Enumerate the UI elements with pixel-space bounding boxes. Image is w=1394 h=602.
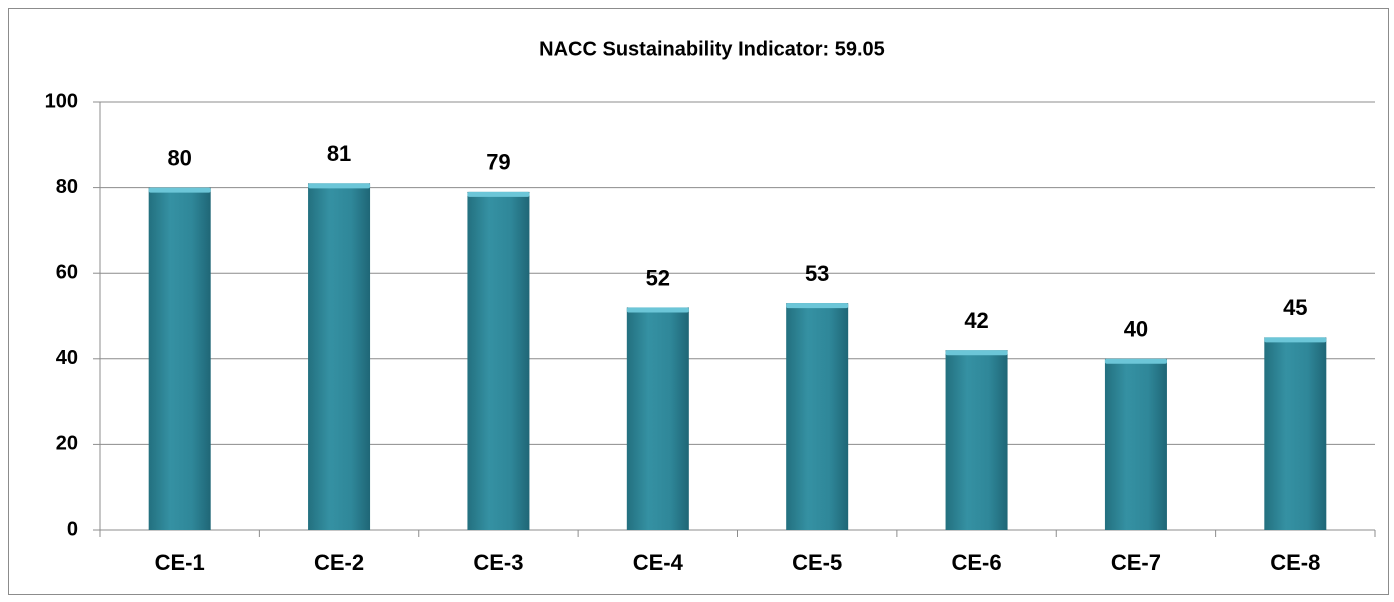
bar-cap xyxy=(467,191,530,197)
x-tick-label: CE-7 xyxy=(1111,550,1161,575)
x-tick-label: CE-2 xyxy=(314,550,364,575)
bar-cap xyxy=(1104,358,1167,364)
y-tick-label: 60 xyxy=(56,261,78,283)
bar-cap xyxy=(1264,337,1327,343)
data-label: 81 xyxy=(327,141,351,166)
y-tick-label: 40 xyxy=(56,347,78,369)
bar xyxy=(308,183,371,530)
data-label: 79 xyxy=(486,150,510,175)
y-tick-label: 20 xyxy=(56,433,78,455)
bar xyxy=(1104,358,1167,530)
y-tick-label: 80 xyxy=(56,176,78,198)
y-tick-label: 100 xyxy=(45,90,78,112)
y-tick-label: 0 xyxy=(67,518,78,540)
x-tick-label: CE-4 xyxy=(633,550,684,575)
bar-cap xyxy=(148,187,211,193)
data-label: 45 xyxy=(1283,295,1307,320)
bar xyxy=(148,187,211,530)
bar-cap xyxy=(786,303,849,309)
bar xyxy=(467,191,530,530)
bar xyxy=(945,350,1008,530)
bar-cap xyxy=(308,183,371,189)
bar xyxy=(786,303,849,530)
chart-border xyxy=(8,8,1389,595)
data-label: 80 xyxy=(167,145,191,170)
bar xyxy=(1264,337,1327,530)
data-label: 42 xyxy=(964,308,988,333)
bar-cap xyxy=(945,350,1008,356)
x-tick-label: CE-6 xyxy=(952,550,1002,575)
bar-cap xyxy=(626,307,689,313)
chart-title: NACC Sustainability Indicator: 59.05 xyxy=(539,38,885,60)
data-label: 52 xyxy=(646,265,670,290)
data-label: 53 xyxy=(805,261,829,286)
x-tick-label: CE-3 xyxy=(473,550,523,575)
bar xyxy=(626,307,689,530)
x-tick-label: CE-8 xyxy=(1270,550,1320,575)
data-label: 40 xyxy=(1124,317,1148,342)
x-tick-label: CE-5 xyxy=(792,550,842,575)
x-tick-label: CE-1 xyxy=(155,550,205,575)
